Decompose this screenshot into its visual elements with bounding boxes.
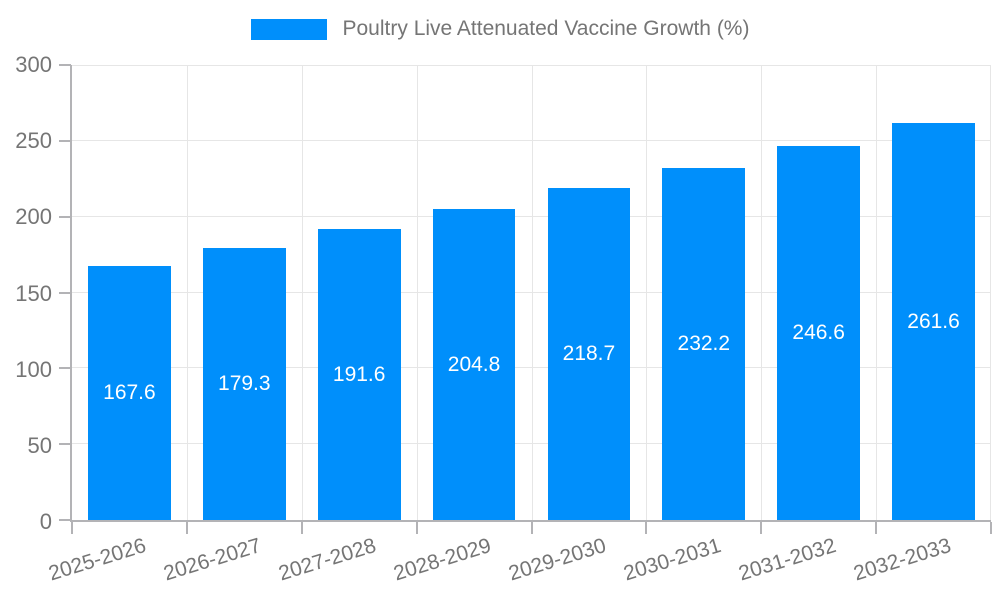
bar: 261.6 [892, 123, 975, 520]
x-axis-tick [300, 522, 303, 534]
y-axis-tick [59, 519, 71, 521]
legend-swatch [250, 18, 327, 40]
v-gridline [990, 65, 991, 520]
y-axis-tick [59, 64, 71, 66]
v-gridline [876, 65, 878, 520]
x-axis-tick [875, 522, 878, 534]
y-tick-label: 0 [39, 509, 52, 534]
y-tick-label: 200 [15, 204, 52, 230]
x-axis-tick [415, 522, 418, 534]
y-tick-label: 250 [15, 128, 52, 154]
x-axis-tick [760, 522, 763, 534]
bar: 191.6 [317, 229, 401, 520]
y-axis-tick [59, 291, 71, 294]
y-tick-label: 150 [15, 280, 52, 306]
bar: 232.2 [662, 167, 746, 520]
y-tick-label: 300 [15, 52, 52, 77]
x-axis-tick [71, 522, 73, 534]
bar: 218.7 [547, 188, 631, 520]
bar-value-label: 218.7 [562, 342, 616, 366]
v-gridline [531, 65, 533, 520]
bar-value-label: 191.6 [332, 362, 386, 386]
plot-area: 167.6 179.3 191.6 204.8 218.7 232.2 246.6 261.6 [59, 64, 992, 534]
bar: 246.6 [777, 146, 861, 520]
y-axis-tick [59, 139, 71, 142]
v-gridline [186, 65, 188, 520]
bar-value-label: 246.6 [792, 321, 845, 344]
v-gridline [761, 65, 763, 520]
legend: Poultry Live Attenuated Vaccine Growth (… [0, 16, 1000, 42]
legend-label: Poultry Live Attenuated Vaccine Growth (… [342, 17, 750, 40]
v-gridline [301, 65, 303, 520]
v-gridline [646, 65, 648, 520]
x-axis-tick [990, 522, 992, 534]
x-axis-tick [645, 522, 648, 534]
bar-value-label: 204.8 [447, 352, 501, 376]
y-tick-label: 50 [27, 432, 52, 458]
bar-value-label: 179.3 [218, 372, 271, 396]
bar: 167.6 [88, 265, 171, 520]
bar: 204.8 [432, 209, 516, 520]
x-axis-tick [185, 522, 188, 534]
y-axis-tick [59, 367, 71, 370]
y-tick-label: 100 [15, 356, 52, 382]
y-axis-tick [59, 443, 71, 446]
x-axis-labels: 2025-2026 2026-2027 2027-2028 2028-2029 2029… [46, 534, 991, 594]
bar-value-label: 232.2 [677, 331, 731, 355]
bar: 179.3 [202, 248, 286, 520]
y-axis-labels: 0 50 100 150 200 250 300 [0, 54, 52, 533]
y-axis-tick [59, 215, 71, 218]
x-axis-tick [530, 522, 533, 534]
bar-value-label: 167.6 [103, 380, 156, 404]
v-gridline [416, 65, 418, 520]
bar-value-label: 261.6 [907, 309, 960, 333]
